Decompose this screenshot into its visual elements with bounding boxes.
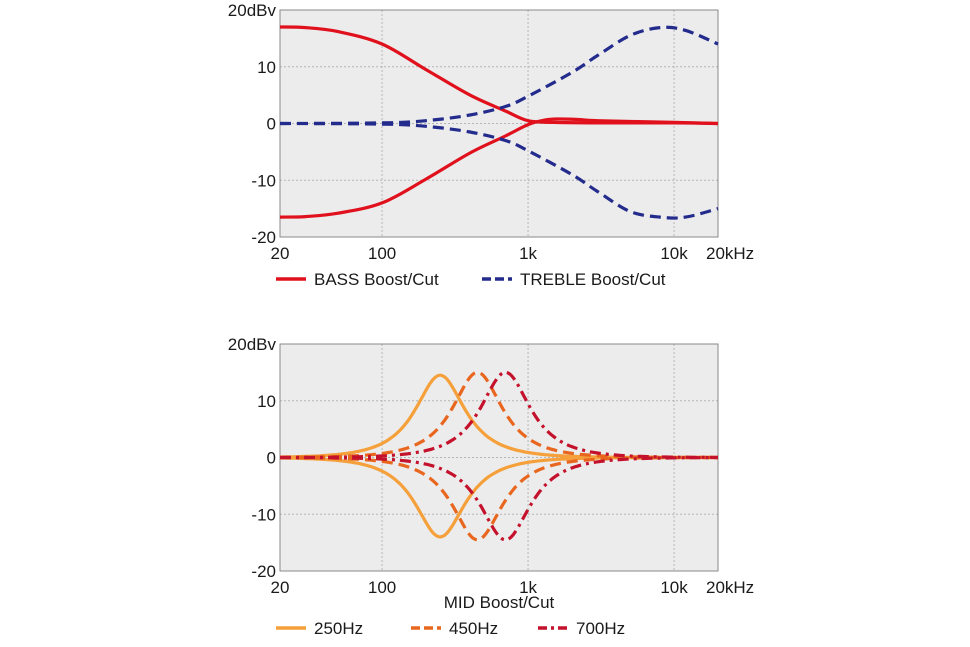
x-tick-label: 10k bbox=[660, 244, 688, 263]
x-tick-label: 1k bbox=[519, 244, 537, 263]
x-axis-label: MID Boost/Cut bbox=[444, 593, 555, 612]
y-tick-label: -10 bbox=[251, 505, 276, 524]
y-tick-label: 20dBv bbox=[228, 335, 277, 354]
x-tick-label: 20kHz bbox=[706, 244, 754, 263]
series-line-bass-boost-cut-a bbox=[279, 25, 719, 126]
x-tick-label: 10k bbox=[660, 578, 688, 597]
y-tick-label: 0 bbox=[267, 115, 276, 134]
legend-label-700hz: 700Hz bbox=[576, 619, 625, 638]
y-tick-label: -10 bbox=[251, 171, 276, 190]
y-tick-label: -20 bbox=[251, 228, 276, 247]
x-tick-label: 20 bbox=[271, 578, 290, 597]
series-line-treble-boost-cut-b bbox=[279, 121, 719, 220]
legend-label-treble-boost-cut: TREBLE Boost/Cut bbox=[520, 270, 666, 289]
x-tick-label: 20 bbox=[271, 244, 290, 263]
legend-label-450hz: 450Hz bbox=[449, 619, 498, 638]
legend-label-bass-boost-cut: BASS Boost/Cut bbox=[314, 270, 439, 289]
x-tick-label: 1k bbox=[519, 578, 537, 597]
legend-label-250hz: 250Hz bbox=[314, 619, 363, 638]
x-tick-label: 20kHz bbox=[706, 578, 754, 597]
y-tick-label: 0 bbox=[267, 449, 276, 468]
y-tick-label: -20 bbox=[251, 562, 276, 581]
series-line-bass-boost-cut-b bbox=[279, 117, 719, 219]
x-tick-label: 100 bbox=[368, 578, 396, 597]
x-tick-label: 100 bbox=[368, 244, 396, 263]
y-tick-label: 10 bbox=[257, 58, 276, 77]
y-tick-label: 20dBv bbox=[228, 1, 277, 20]
series-line-700hz-cut bbox=[280, 456, 718, 542]
y-tick-label: 10 bbox=[257, 392, 276, 411]
